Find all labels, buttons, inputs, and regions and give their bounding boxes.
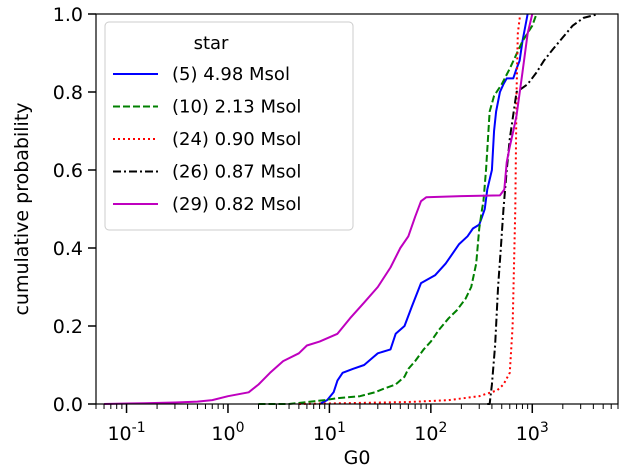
legend-label-3: (24) 0.90 Msol (172, 129, 301, 150)
x-tick-label: 100 (211, 420, 244, 445)
x-tick-label: 102 (414, 420, 447, 445)
series-line-4 (487, 13, 599, 405)
y-tick-label: 0.8 (53, 82, 83, 104)
series-layer (104, 13, 599, 405)
legend-title: star (194, 33, 229, 54)
axes-frame (95, 13, 619, 405)
series-line-5 (104, 13, 534, 405)
y-tick-label: 0.6 (53, 160, 83, 182)
y-tick-label: 0.0 (53, 394, 83, 416)
y-tick-label: 1.0 (53, 4, 83, 26)
series-line-2 (258, 13, 538, 405)
legend-box (104, 21, 354, 231)
legend-label-2: (10) 2.13 Msol (172, 97, 301, 118)
y-axis-title: cumulative probability (11, 102, 33, 315)
x-tick-label: 103 (516, 420, 549, 445)
y-tick-label: 0.2 (53, 316, 83, 338)
y-tick-label: 0.4 (53, 238, 83, 260)
x-tick-label: 101 (313, 420, 346, 445)
series-line-1 (319, 13, 529, 405)
legend-label-1: (5) 4.98 Msol (172, 64, 290, 85)
legend: star (5) 4.98 Msol (10) 2.13 Msol (24) 0.90… (104, 21, 354, 231)
axes-layer: 0.0 0.2 0.4 0.6 0.8 1.0 10-1 100 101 102 103 (53, 4, 619, 445)
legend-label-4: (26) 0.87 Msol (172, 162, 301, 183)
legend-label-5: (29) 0.82 Msol (172, 194, 301, 215)
x-axis-title: G0 (344, 447, 371, 469)
x-tick-label: 10-1 (107, 420, 145, 445)
